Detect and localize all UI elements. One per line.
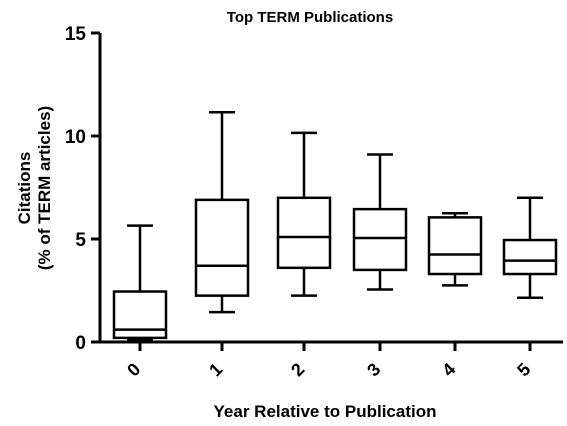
- iqr-box: [502, 238, 558, 276]
- y-tick-label: 15: [65, 24, 87, 45]
- y-axis-label-line2: (% of TERM articles): [35, 106, 54, 270]
- iqr-box: [427, 216, 483, 276]
- iqr-box: [352, 207, 408, 272]
- y-axis-label: Citations (% of TERM articles): [15, 106, 54, 270]
- y-axis-label-line1: Citations: [15, 152, 34, 225]
- box-category-4: [427, 212, 483, 287]
- box-series: [112, 111, 558, 342]
- x-tick-label: 4: [438, 359, 459, 380]
- box-category-1: [194, 111, 250, 314]
- x-tick-label: 1: [205, 359, 226, 380]
- iqr-box: [276, 196, 332, 270]
- x-tick-label: 3: [363, 359, 384, 380]
- box-category-0: [112, 224, 168, 342]
- y-axis: 0 5 10 15: [65, 24, 102, 354]
- x-tick-label: 0: [123, 359, 144, 380]
- iqr-box: [112, 290, 168, 340]
- y-tick-label: 5: [75, 230, 86, 251]
- x-axis: 0 1 2 3 4 5: [100, 340, 563, 380]
- x-tick-label: 5: [513, 359, 534, 380]
- box-category-2: [276, 131, 332, 297]
- box-category-3: [352, 153, 408, 291]
- box-category-5: [502, 196, 558, 299]
- chart-title: Top TERM Publications: [227, 9, 393, 26]
- iqr-box: [194, 198, 250, 297]
- y-tick-label: 0: [75, 333, 86, 354]
- x-axis-label: Year Relative to Publication: [214, 402, 437, 421]
- y-tick-label: 10: [65, 127, 86, 148]
- x-tick-label: 2: [287, 359, 308, 380]
